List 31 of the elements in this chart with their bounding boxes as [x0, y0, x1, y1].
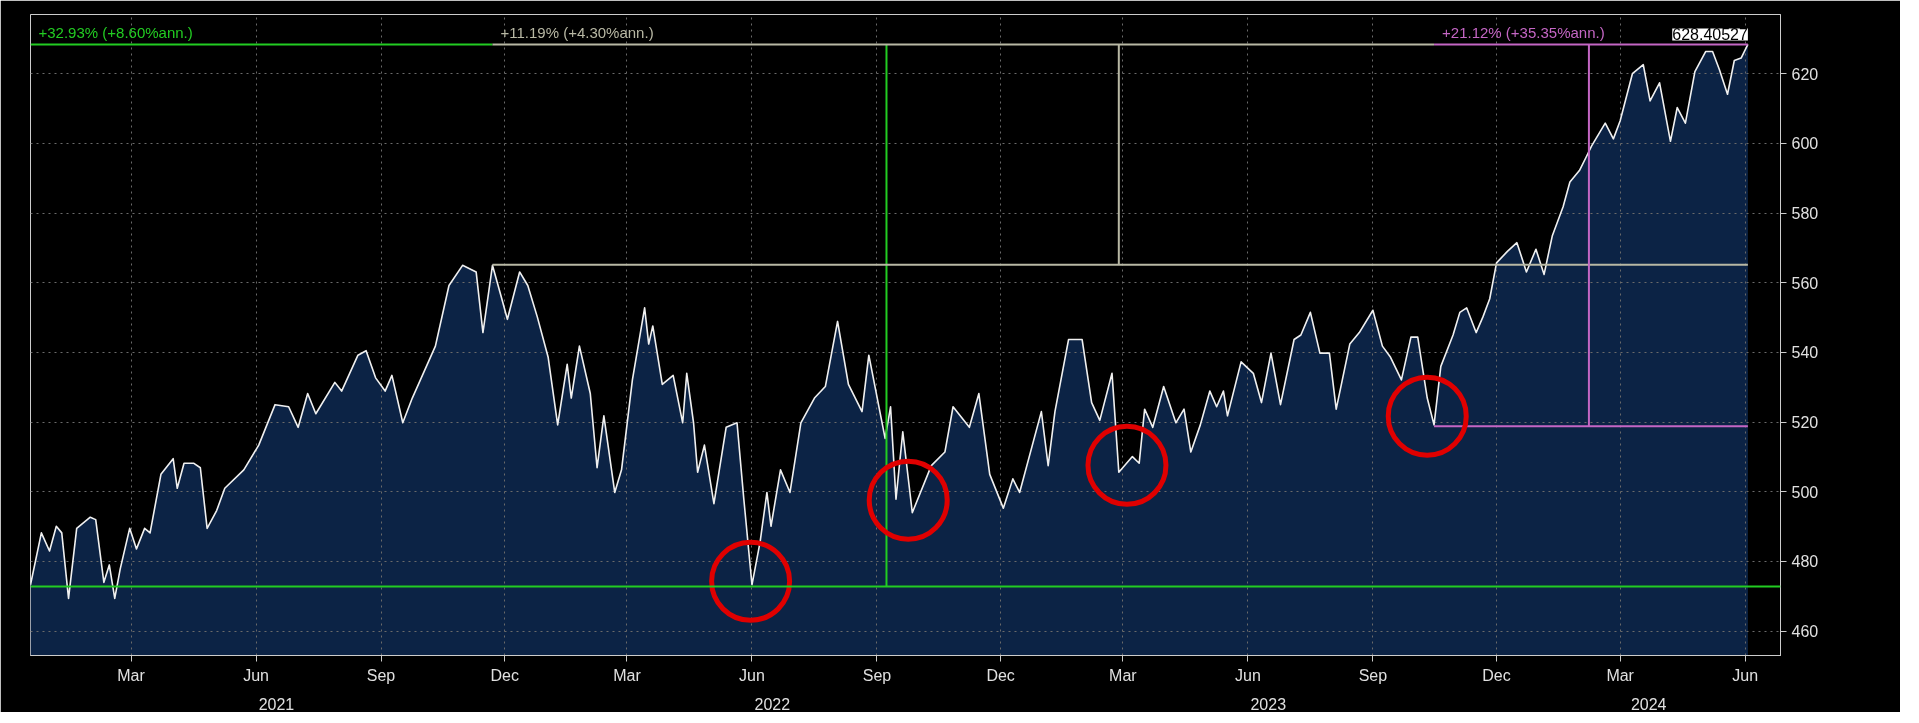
y-tick-label: 500 [1791, 483, 1819, 501]
y-tick-label: 480 [1791, 553, 1819, 571]
y-tick-label: 600 [1791, 135, 1819, 153]
x2-tick-label: 2022 [754, 695, 791, 713]
annotation: 628.40527 [1672, 26, 1748, 44]
series-label: +32.93% (+8.60%ann.) [38, 24, 193, 42]
series-label: +21.12% (+35.35%ann.) [1442, 24, 1605, 42]
x2-tick-label: 2021 [258, 695, 295, 713]
y-tick-label: 620 [1791, 65, 1819, 83]
x-tick-label: Mar [1109, 666, 1138, 684]
x2-tick-label: 2023 [1250, 695, 1287, 713]
x-tick-label: Dec [1482, 666, 1511, 684]
series-label: +11.19% (+4.30%ann.) [500, 24, 654, 42]
x-tick-label: Jun [1732, 666, 1759, 684]
y-tick-label: 460 [1791, 623, 1819, 641]
y-tick-label: 560 [1791, 274, 1819, 292]
x-tick-label: Mar [1606, 666, 1635, 684]
x-tick-label: Jun [1234, 666, 1261, 684]
x-tick-label: Sep [862, 666, 892, 684]
x-tick-label: Jun [739, 666, 765, 684]
y-tick-label: 580 [1791, 205, 1819, 223]
x-tick-label: Mar [117, 666, 146, 684]
x-tick-label: Dec [986, 666, 1015, 684]
x2-tick-label: 2024 [1630, 695, 1667, 713]
x-tick-label: Dec [490, 666, 519, 684]
y-tick-label: 520 [1791, 414, 1819, 432]
x-tick-label: Sep [366, 666, 396, 684]
x-tick-label: Jun [243, 666, 269, 684]
x-tick-label: Sep [1358, 666, 1388, 684]
x-tick-label: Mar [613, 666, 642, 684]
y-tick-label: 540 [1791, 344, 1819, 362]
